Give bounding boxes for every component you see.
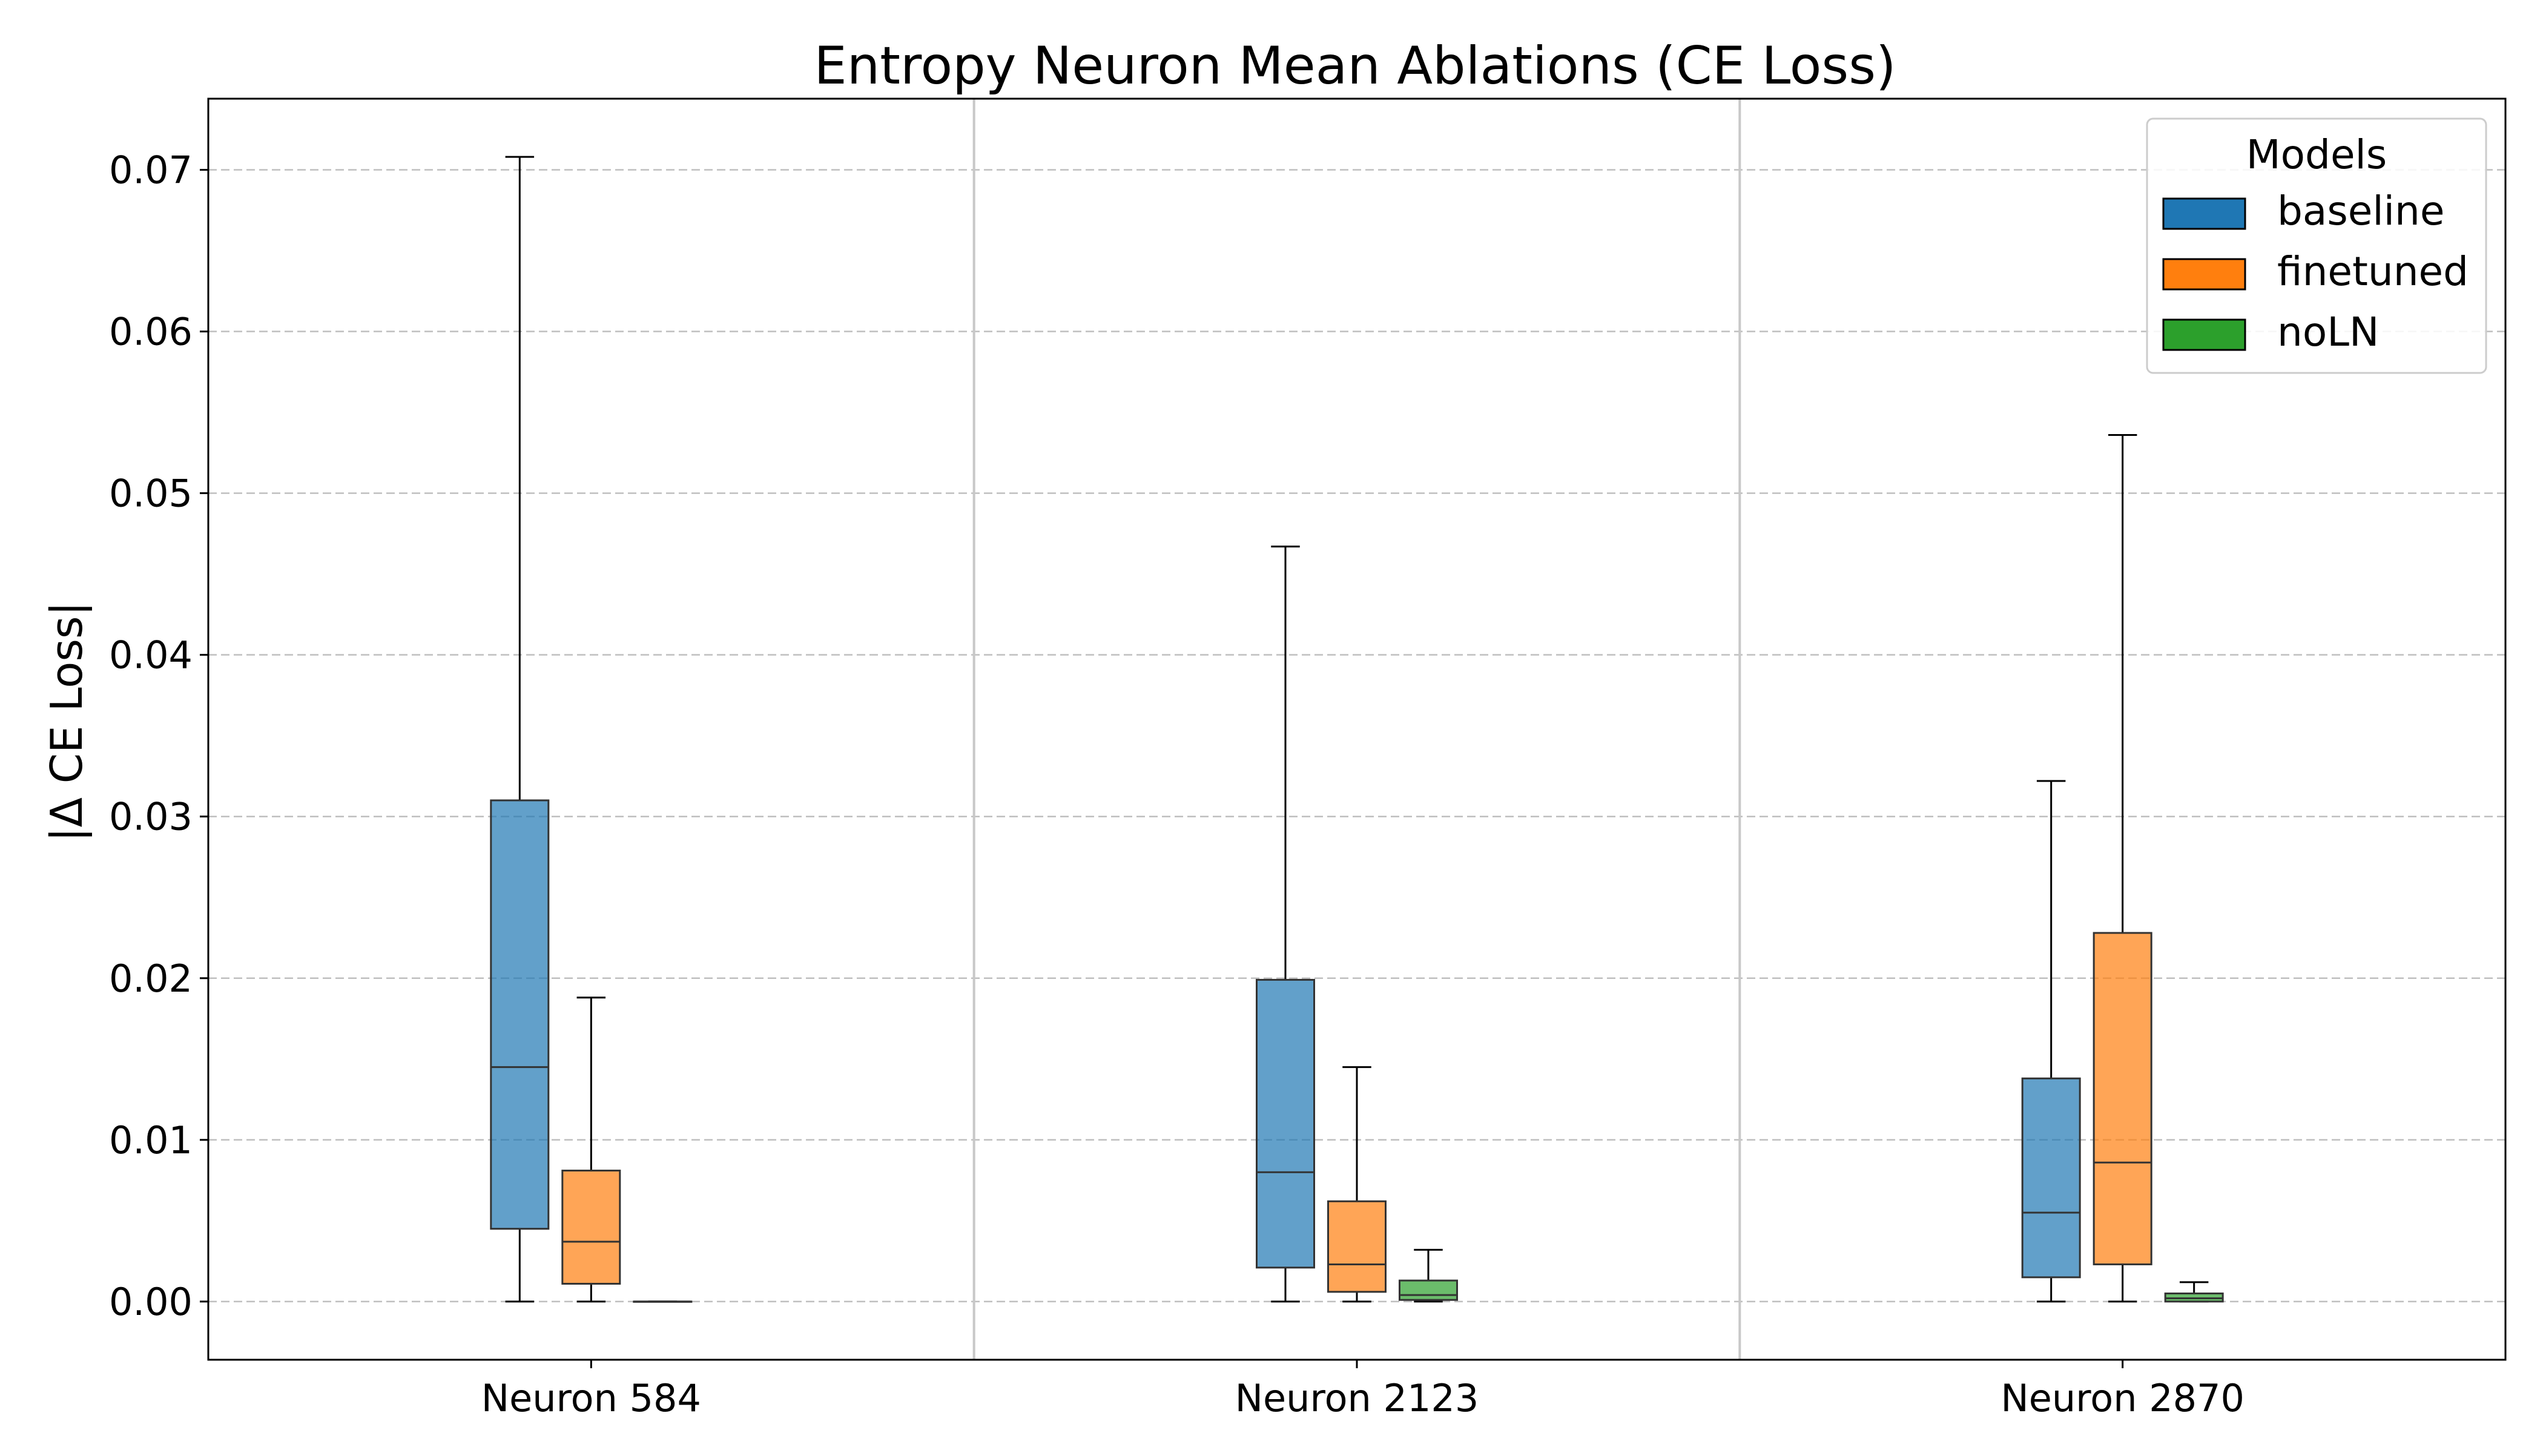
box-iqr xyxy=(2093,932,2152,1265)
x-tick-label: Neuron 584 xyxy=(481,1376,701,1420)
box-baseline xyxy=(490,156,550,1303)
box-finetuned xyxy=(1327,1066,1387,1303)
legend-swatch-finetuned xyxy=(2162,258,2246,291)
legend-swatch-baseline xyxy=(2162,197,2246,230)
box-noln xyxy=(2164,1281,2224,1303)
y-tick-label: 0.02 xyxy=(109,957,193,1001)
y-tick-label: 0.07 xyxy=(109,148,193,193)
y-tick-label: 0.04 xyxy=(109,633,193,677)
x-tick-label: Neuron 2870 xyxy=(2000,1376,2245,1420)
x-axis-ticks: Neuron 584 Neuron 2123 Neuron 2870 xyxy=(481,1360,2245,1420)
group-separators xyxy=(972,99,1741,1360)
legend-label-finetuned: finetuned xyxy=(2277,248,2469,295)
legend-title: Models xyxy=(2246,131,2387,178)
box-finetuned xyxy=(2093,433,2152,1303)
box-noln xyxy=(1399,1248,1458,1303)
legend: Models baseline finetuned noLN xyxy=(2146,117,2487,374)
box-baseline xyxy=(2021,780,2081,1303)
box-iqr xyxy=(1327,1200,1387,1293)
legend-swatch-noln xyxy=(2162,318,2246,351)
y-axis-ticks: 0.00 0.01 0.02 0.03 0.04 0.05 0.06 0.07 xyxy=(109,148,208,1324)
box-iqr xyxy=(1399,1279,1458,1301)
legend-label-baseline: baseline xyxy=(2277,188,2444,234)
chart-title: Entropy Neuron Mean Ablations (CE Loss) xyxy=(814,36,1896,96)
y-axis-label: |Δ CE Loss| xyxy=(41,601,93,842)
box-iqr xyxy=(1256,978,1315,1269)
y-tick-label: 0.00 xyxy=(109,1280,193,1324)
box-finetuned xyxy=(561,996,621,1303)
box-iqr xyxy=(2021,1077,2081,1279)
box-iqr xyxy=(561,1170,621,1285)
box-baseline xyxy=(1256,545,1315,1303)
y-tick-label: 0.03 xyxy=(109,795,193,839)
legend-frame xyxy=(2146,117,2487,374)
y-tick-label: 0.01 xyxy=(109,1118,193,1162)
y-tick-label: 0.05 xyxy=(109,472,193,516)
box-layer xyxy=(490,156,2224,1303)
legend-label-noln: noLN xyxy=(2277,309,2379,355)
box-iqr xyxy=(490,799,550,1230)
x-tick-label: Neuron 2123 xyxy=(1235,1376,1479,1420)
y-tick-label: 0.06 xyxy=(109,310,193,354)
